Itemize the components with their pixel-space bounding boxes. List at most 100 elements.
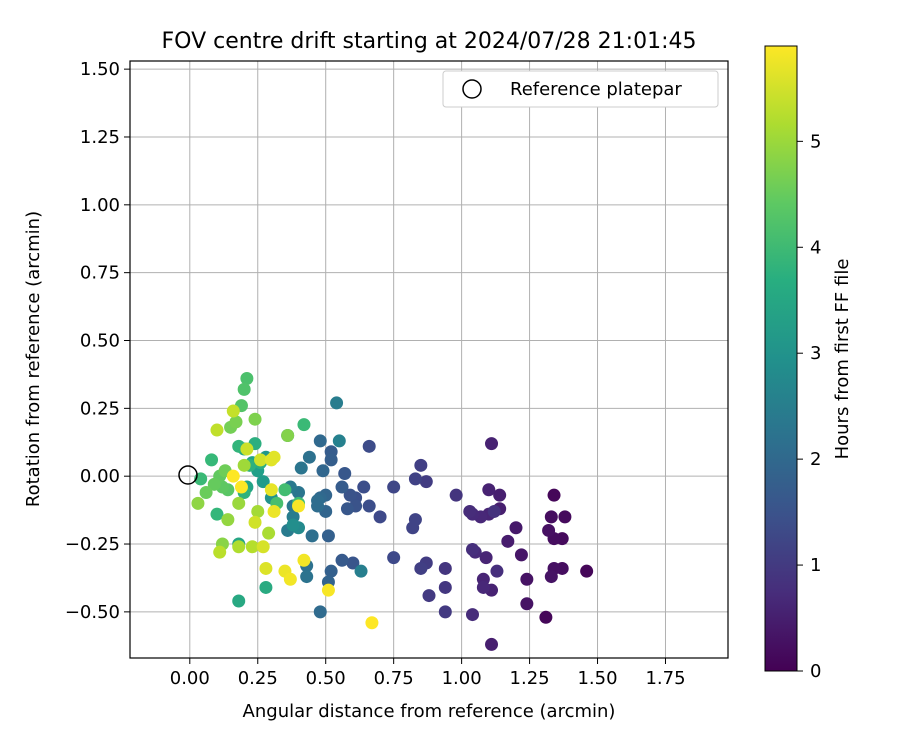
scatter-point: [199, 485, 213, 499]
colorbar-tick-label: 1: [810, 555, 821, 576]
x-tick-label: 1.75: [645, 668, 685, 689]
x-tick-label: 0.25: [238, 668, 278, 689]
scatter-point: [213, 545, 227, 559]
scatter-point: [520, 597, 534, 611]
scatter-point: [305, 529, 319, 543]
scatter-point: [226, 469, 240, 483]
data-points: [191, 371, 594, 651]
scatter-point: [229, 415, 243, 429]
scatter-point: [256, 540, 270, 554]
scatter-point: [278, 483, 292, 497]
colorbar-tick-label: 5: [810, 131, 821, 152]
colorbar-ticks: 0 1 2 3 4 5: [797, 131, 821, 682]
colorbar-tick-label: 3: [810, 343, 821, 364]
legend-marker-icon: [462, 79, 482, 99]
scatter-point: [354, 564, 368, 578]
scatter-point: [539, 610, 553, 624]
scatter-point: [408, 472, 422, 486]
scatter-point: [406, 521, 420, 535]
scatter-point: [259, 580, 273, 594]
scatter-point: [221, 513, 235, 527]
scatter-point: [210, 507, 224, 521]
scatter-point: [335, 480, 349, 494]
scatter-point: [207, 477, 221, 491]
colorbar-label: Hours from first FF file: [832, 259, 853, 460]
scatter-point: [463, 504, 477, 518]
y-tick-label: 1.25: [80, 127, 120, 148]
scatter-point: [262, 526, 276, 540]
legend-box: [442, 70, 719, 108]
colorbar-tick-label: 0: [810, 661, 821, 682]
grid: [130, 61, 728, 658]
plot-frame: [129, 60, 729, 659]
x-tick-label: 0.75: [374, 668, 414, 689]
scatter-point: [335, 553, 349, 567]
scatter-point: [476, 580, 490, 594]
scatter-point: [297, 553, 311, 567]
scatter-point: [580, 564, 594, 578]
scatter-point: [210, 423, 224, 437]
scatter-point: [300, 570, 314, 584]
x-tick-label: 1.25: [510, 668, 550, 689]
colorbar-tick-label: 4: [810, 237, 821, 258]
scatter-point: [482, 483, 496, 497]
scatter-point: [237, 382, 251, 396]
scatter-point: [514, 548, 528, 562]
colorbar-tick-label: 2: [810, 449, 821, 470]
x-tick-label: 1.00: [442, 668, 482, 689]
scatter-point: [316, 464, 330, 478]
scatter-point: [264, 483, 278, 497]
scatter-point: [340, 502, 354, 516]
scatter-point: [449, 488, 463, 502]
scatter-point: [493, 488, 507, 502]
scatter-point: [509, 521, 523, 535]
scatter-point: [490, 564, 504, 578]
scatter-point: [422, 589, 436, 603]
scatter-point: [226, 404, 240, 418]
scatter-point: [232, 496, 246, 510]
scatter-point: [324, 453, 338, 467]
scatter-point: [357, 480, 371, 494]
scatter-point: [256, 475, 270, 489]
y-axis-label: Rotation from reference (arcmin): [23, 211, 44, 507]
scatter-point: [501, 534, 515, 548]
scatter-point: [321, 529, 335, 543]
scatter-point: [259, 561, 273, 575]
scatter-point: [438, 580, 452, 594]
x-axis-ticks: 0.00 0.25 0.50 0.75 1.00 1.25 1.50 1.75: [170, 658, 686, 689]
scatter-point: [544, 570, 558, 584]
scatter-point: [245, 540, 259, 554]
reference-marker: [178, 465, 198, 485]
scatter-point: [251, 504, 265, 518]
scatter-point: [240, 442, 254, 456]
scatter-point: [544, 510, 558, 524]
scatter-point: [302, 450, 316, 464]
x-tick-label: 0.50: [306, 668, 346, 689]
scatter-point: [297, 418, 311, 432]
scatter-point: [292, 499, 306, 513]
scatter-point: [205, 453, 219, 467]
colorbar-gradient: [764, 45, 798, 672]
scatter-point: [343, 488, 357, 502]
scatter-point: [465, 608, 479, 622]
scatter-point: [232, 540, 246, 554]
scatter-point: [267, 504, 281, 518]
scatter-point: [321, 583, 335, 597]
scatter-point: [479, 551, 493, 565]
scatter-point: [387, 551, 401, 565]
scatter-point: [465, 542, 479, 556]
scatter-point: [419, 475, 433, 489]
scatter-point: [558, 510, 572, 524]
scatter-point: [286, 518, 300, 532]
scatter-point: [547, 488, 561, 502]
scatter-point: [487, 504, 501, 518]
x-tick-label: 1.50: [577, 668, 617, 689]
scatter-point: [373, 510, 387, 524]
scatter-point: [438, 561, 452, 575]
legend: Reference platepar: [442, 70, 719, 108]
scatter-point: [234, 480, 248, 494]
scatter-point: [365, 616, 379, 630]
y-tick-label: 0.25: [80, 398, 120, 419]
y-tick-label: 1.50: [80, 59, 120, 80]
